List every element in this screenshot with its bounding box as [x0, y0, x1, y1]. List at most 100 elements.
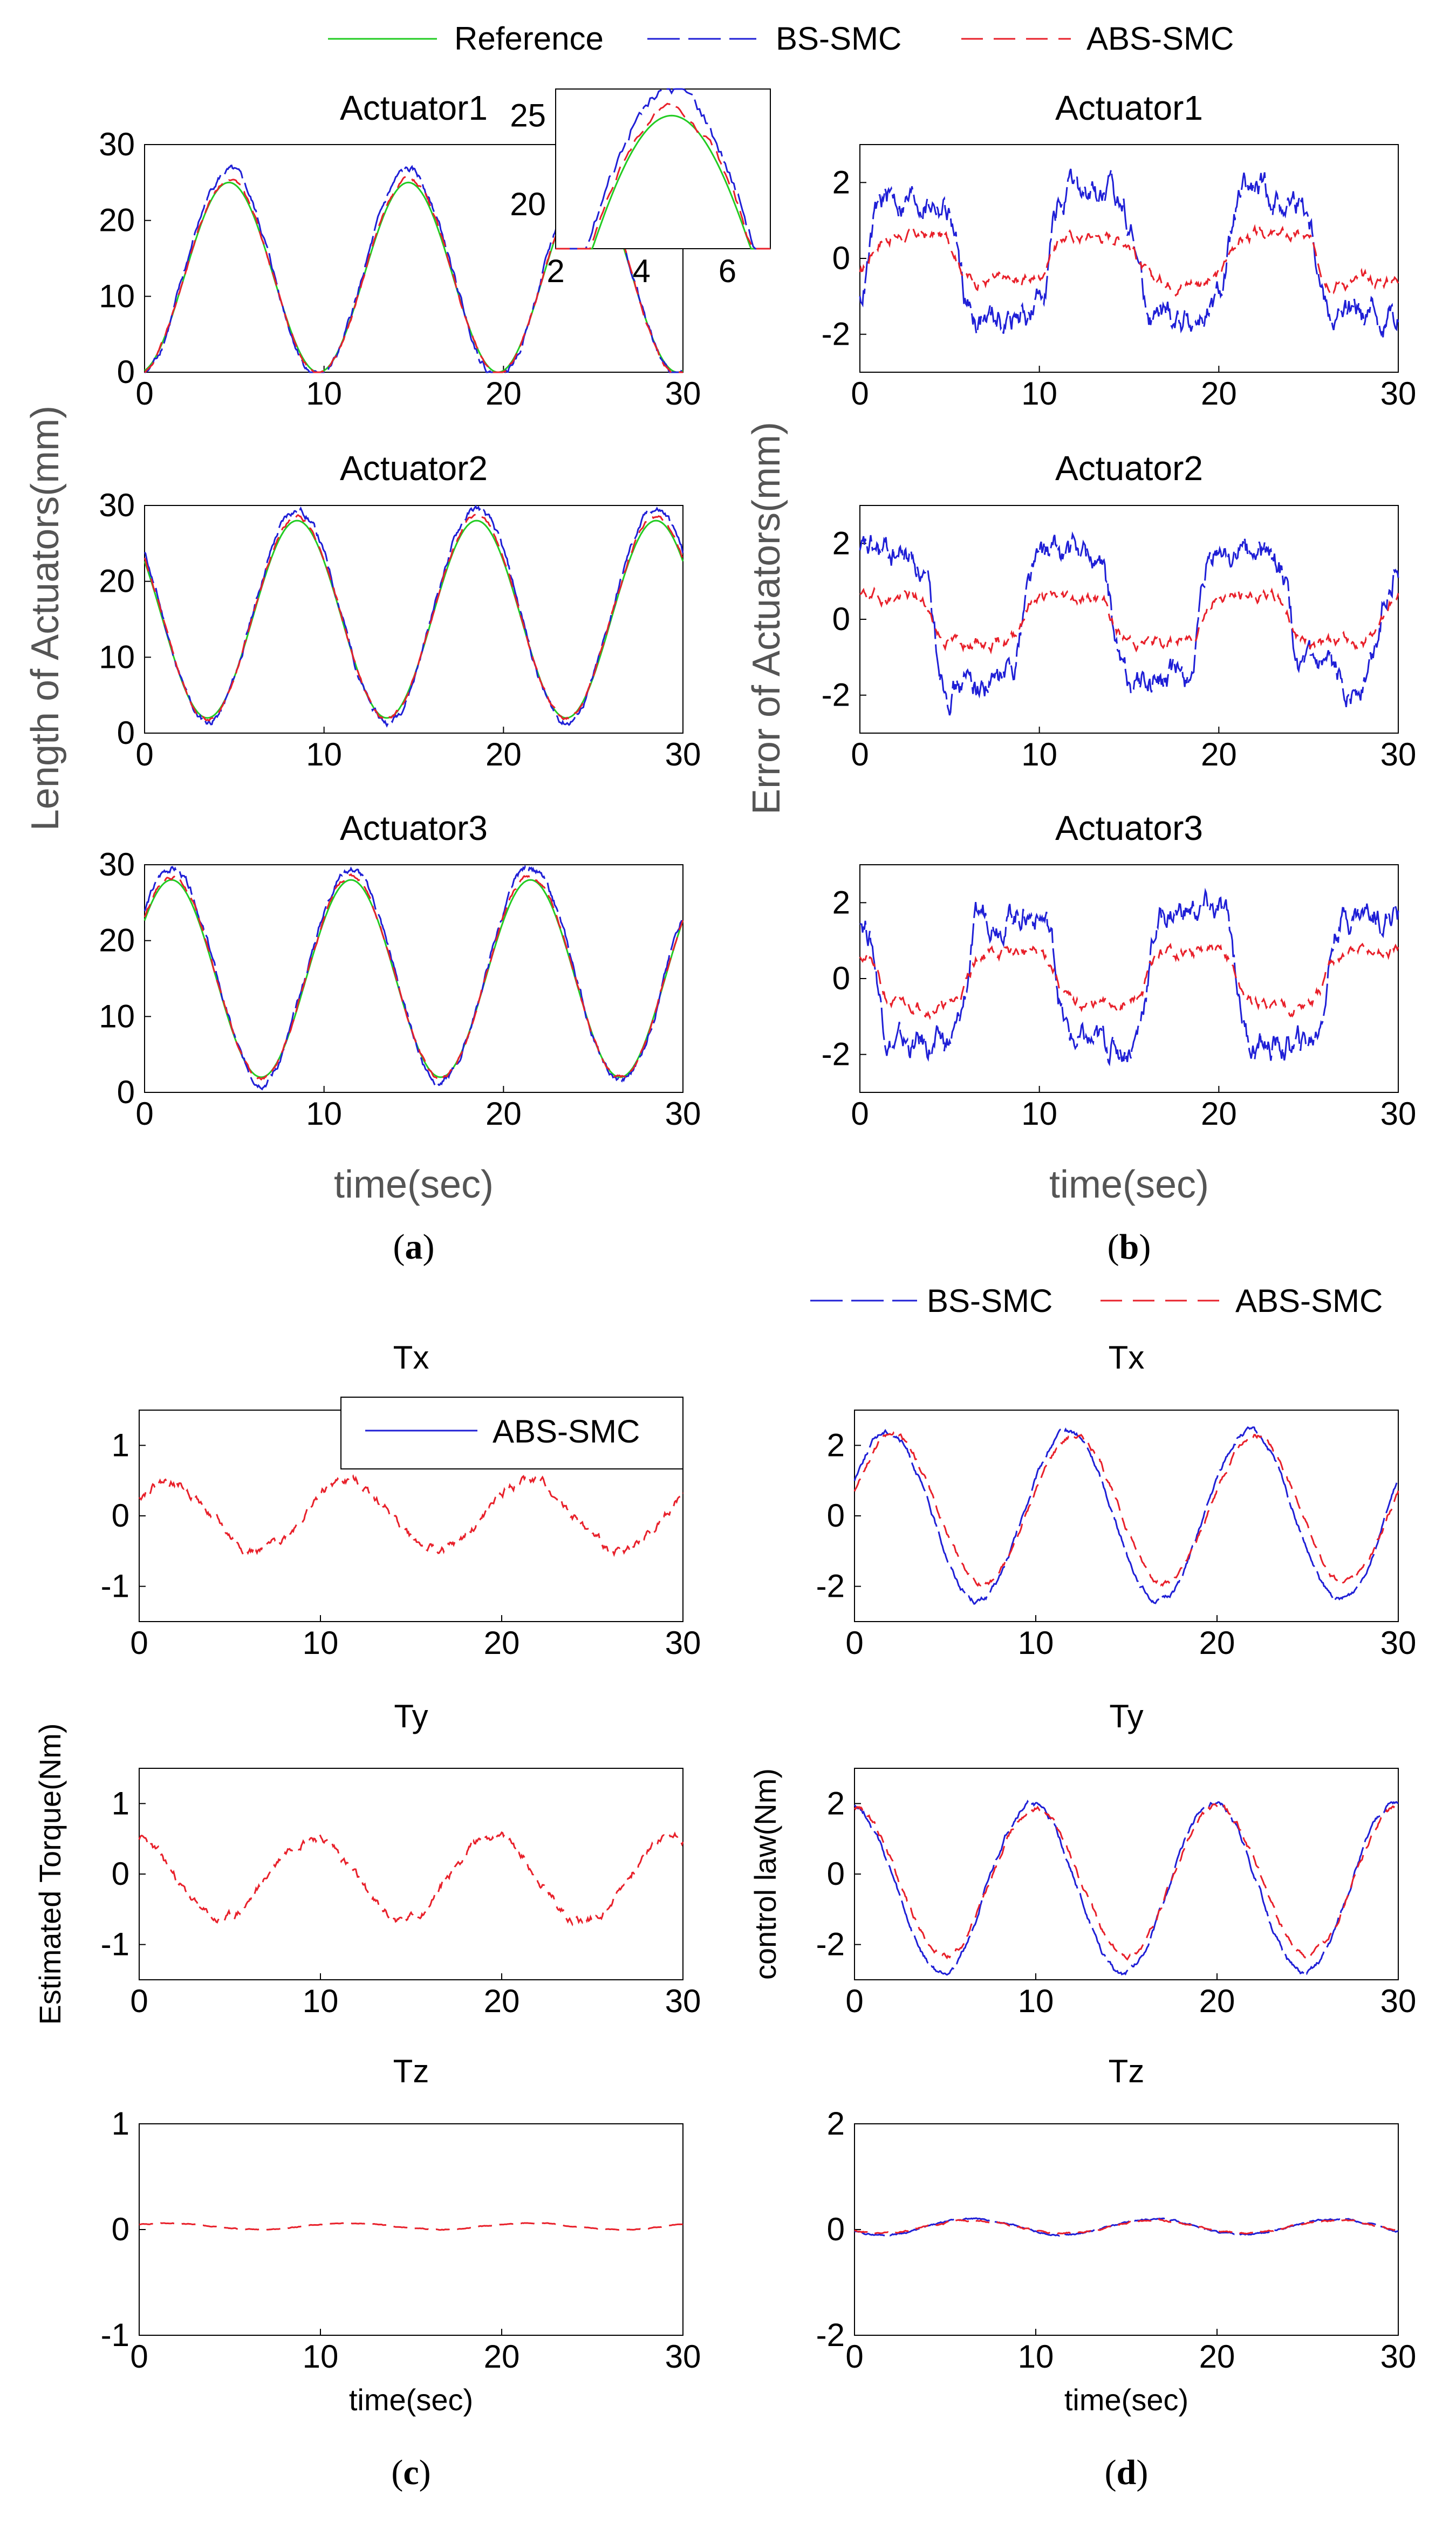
- y-tick-label: 0: [832, 960, 850, 996]
- x-axis-label-b: time(sec): [1049, 1163, 1209, 1206]
- x-tick-label: 30: [1380, 1625, 1417, 1661]
- inset-x-tick-label: 6: [719, 253, 736, 289]
- x-tick-label: 10: [306, 736, 342, 772]
- x-tick-label: 0: [130, 1983, 148, 2019]
- x-tick-label: 20: [486, 375, 522, 412]
- x-tick-label: 10: [303, 1983, 339, 2019]
- title-b1: Actuator1: [1055, 88, 1203, 127]
- c3-series-abs-smc: [139, 2222, 683, 2231]
- d3-series-abs-smc: [854, 2218, 1399, 2235]
- y-tick-label: 2: [827, 1785, 845, 1821]
- title-c3: Tz: [393, 2053, 429, 2089]
- y-axis-label-d: control law(Nm): [748, 1768, 782, 1980]
- y-tick-label: 0: [117, 1074, 135, 1110]
- legend-c-box: [340, 1397, 683, 1469]
- x-tick-label: 0: [135, 1096, 153, 1132]
- x-tick-label: 0: [845, 2339, 863, 2375]
- x-tick-label: 30: [1380, 2339, 1417, 2375]
- panel-label-c-letter: c: [403, 2453, 419, 2492]
- panel-label-c: (c): [391, 2453, 430, 2492]
- x-tick-label: 0: [845, 1983, 863, 2019]
- b3-series-abs-smc: [859, 942, 1399, 1021]
- y-tick-label: -2: [822, 677, 850, 713]
- x-tick-label: 30: [1380, 1096, 1417, 1132]
- x-tick-label: 30: [665, 1983, 701, 2019]
- y-tick-label: 0: [112, 2211, 129, 2247]
- title-d1: Tx: [1109, 1339, 1145, 1376]
- x-tick-label: 20: [486, 1096, 522, 1132]
- inset-x-tick-label: 2: [546, 253, 564, 289]
- x-tick-label: 20: [484, 2339, 520, 2375]
- axes-c2: [139, 1768, 683, 1980]
- inset-series-bs-smc: [556, 88, 770, 250]
- legend-c-label: ABS-SMC: [493, 1413, 640, 1449]
- y-tick-label: 0: [117, 354, 135, 390]
- y-tick-label: -2: [816, 2317, 845, 2353]
- y-tick-label: 0: [827, 2211, 845, 2247]
- axes-b2: [859, 505, 1399, 734]
- x-tick-label: 10: [1018, 1983, 1054, 2019]
- x-axis-label-d: time(sec): [1064, 2383, 1188, 2417]
- x-tick-label: 30: [665, 1625, 701, 1661]
- axes-b3: [859, 864, 1399, 1093]
- legend-d-abs-label: ABS-SMC: [1235, 1283, 1383, 1319]
- y-tick-label: 30: [99, 487, 135, 523]
- x-tick-label: 20: [1201, 736, 1237, 772]
- panel-label-a-letter: a: [405, 1227, 423, 1267]
- x-tick-label: 30: [665, 1096, 701, 1132]
- x-tick-label: 10: [303, 1625, 339, 1661]
- y-tick-label: 0: [112, 1498, 129, 1534]
- y-tick-label: -1: [101, 1568, 129, 1604]
- y-tick-label: 0: [832, 240, 850, 276]
- x-tick-label: 20: [1199, 2339, 1235, 2375]
- axes-d3: [854, 2123, 1399, 2336]
- d2-series-bs-smc: [853, 1799, 1399, 1976]
- x-axis-label-c: time(sec): [349, 2383, 473, 2417]
- axes-d1: [854, 1410, 1399, 1622]
- x-tick-label: 20: [484, 1983, 520, 2019]
- b1-series-abs-smc: [859, 222, 1399, 297]
- x-tick-label: 20: [484, 1625, 520, 1661]
- x-tick-label: 30: [1380, 1983, 1417, 2019]
- title-c1: Tx: [393, 1339, 429, 1376]
- title-b2: Actuator2: [1055, 449, 1203, 488]
- x-tick-label: 0: [851, 375, 869, 412]
- x-tick-label: 10: [306, 375, 342, 412]
- x-tick-label: 20: [486, 736, 522, 772]
- x-tick-label: 20: [1199, 1983, 1235, 2019]
- y-tick-label: 1: [112, 2105, 129, 2142]
- legend-d-bs-label: BS-SMC: [927, 1283, 1052, 1319]
- y-tick-label: 0: [112, 1856, 129, 1892]
- legend-abs-label: ABS-SMC: [1086, 20, 1234, 57]
- x-tick-label: 0: [130, 1625, 148, 1661]
- y-axis-label-a: Length of Actuators(mm): [24, 406, 67, 831]
- inset-y-tick-label: 25: [510, 97, 546, 133]
- axes-b1: [859, 144, 1399, 373]
- y-axis-label-c: Estimated Torque(Nm): [33, 1723, 67, 2025]
- y-tick-label: -1: [101, 1926, 129, 1963]
- y-tick-label: 2: [827, 1427, 845, 1463]
- y-tick-label: 1: [112, 1427, 129, 1463]
- x-tick-label: 0: [851, 736, 869, 772]
- x-tick-label: 10: [1021, 375, 1057, 412]
- x-tick-label: 30: [665, 375, 701, 412]
- d3-series-bs-smc: [854, 2217, 1399, 2237]
- x-tick-label: 30: [665, 2339, 701, 2375]
- inset-background: [555, 88, 771, 249]
- y-tick-label: 2: [832, 884, 850, 920]
- axes-a3: [144, 864, 683, 1093]
- title-d2: Ty: [1109, 1698, 1143, 1734]
- x-tick-label: 0: [135, 375, 153, 412]
- title-a3: Actuator3: [340, 809, 488, 847]
- a3-series-abs-smc: [143, 873, 684, 1081]
- legend-reference-label: Reference: [454, 20, 604, 57]
- inset-y-tick-label: 20: [510, 186, 546, 222]
- x-tick-label: 20: [1201, 375, 1237, 412]
- d2-series-abs-smc: [853, 1802, 1399, 1961]
- y-tick-label: 20: [99, 202, 135, 238]
- y-tick-label: 2: [827, 2105, 845, 2142]
- y-tick-label: 30: [99, 846, 135, 883]
- b2-series-bs-smc: [859, 531, 1399, 716]
- d1-series-abs-smc: [853, 1431, 1399, 1588]
